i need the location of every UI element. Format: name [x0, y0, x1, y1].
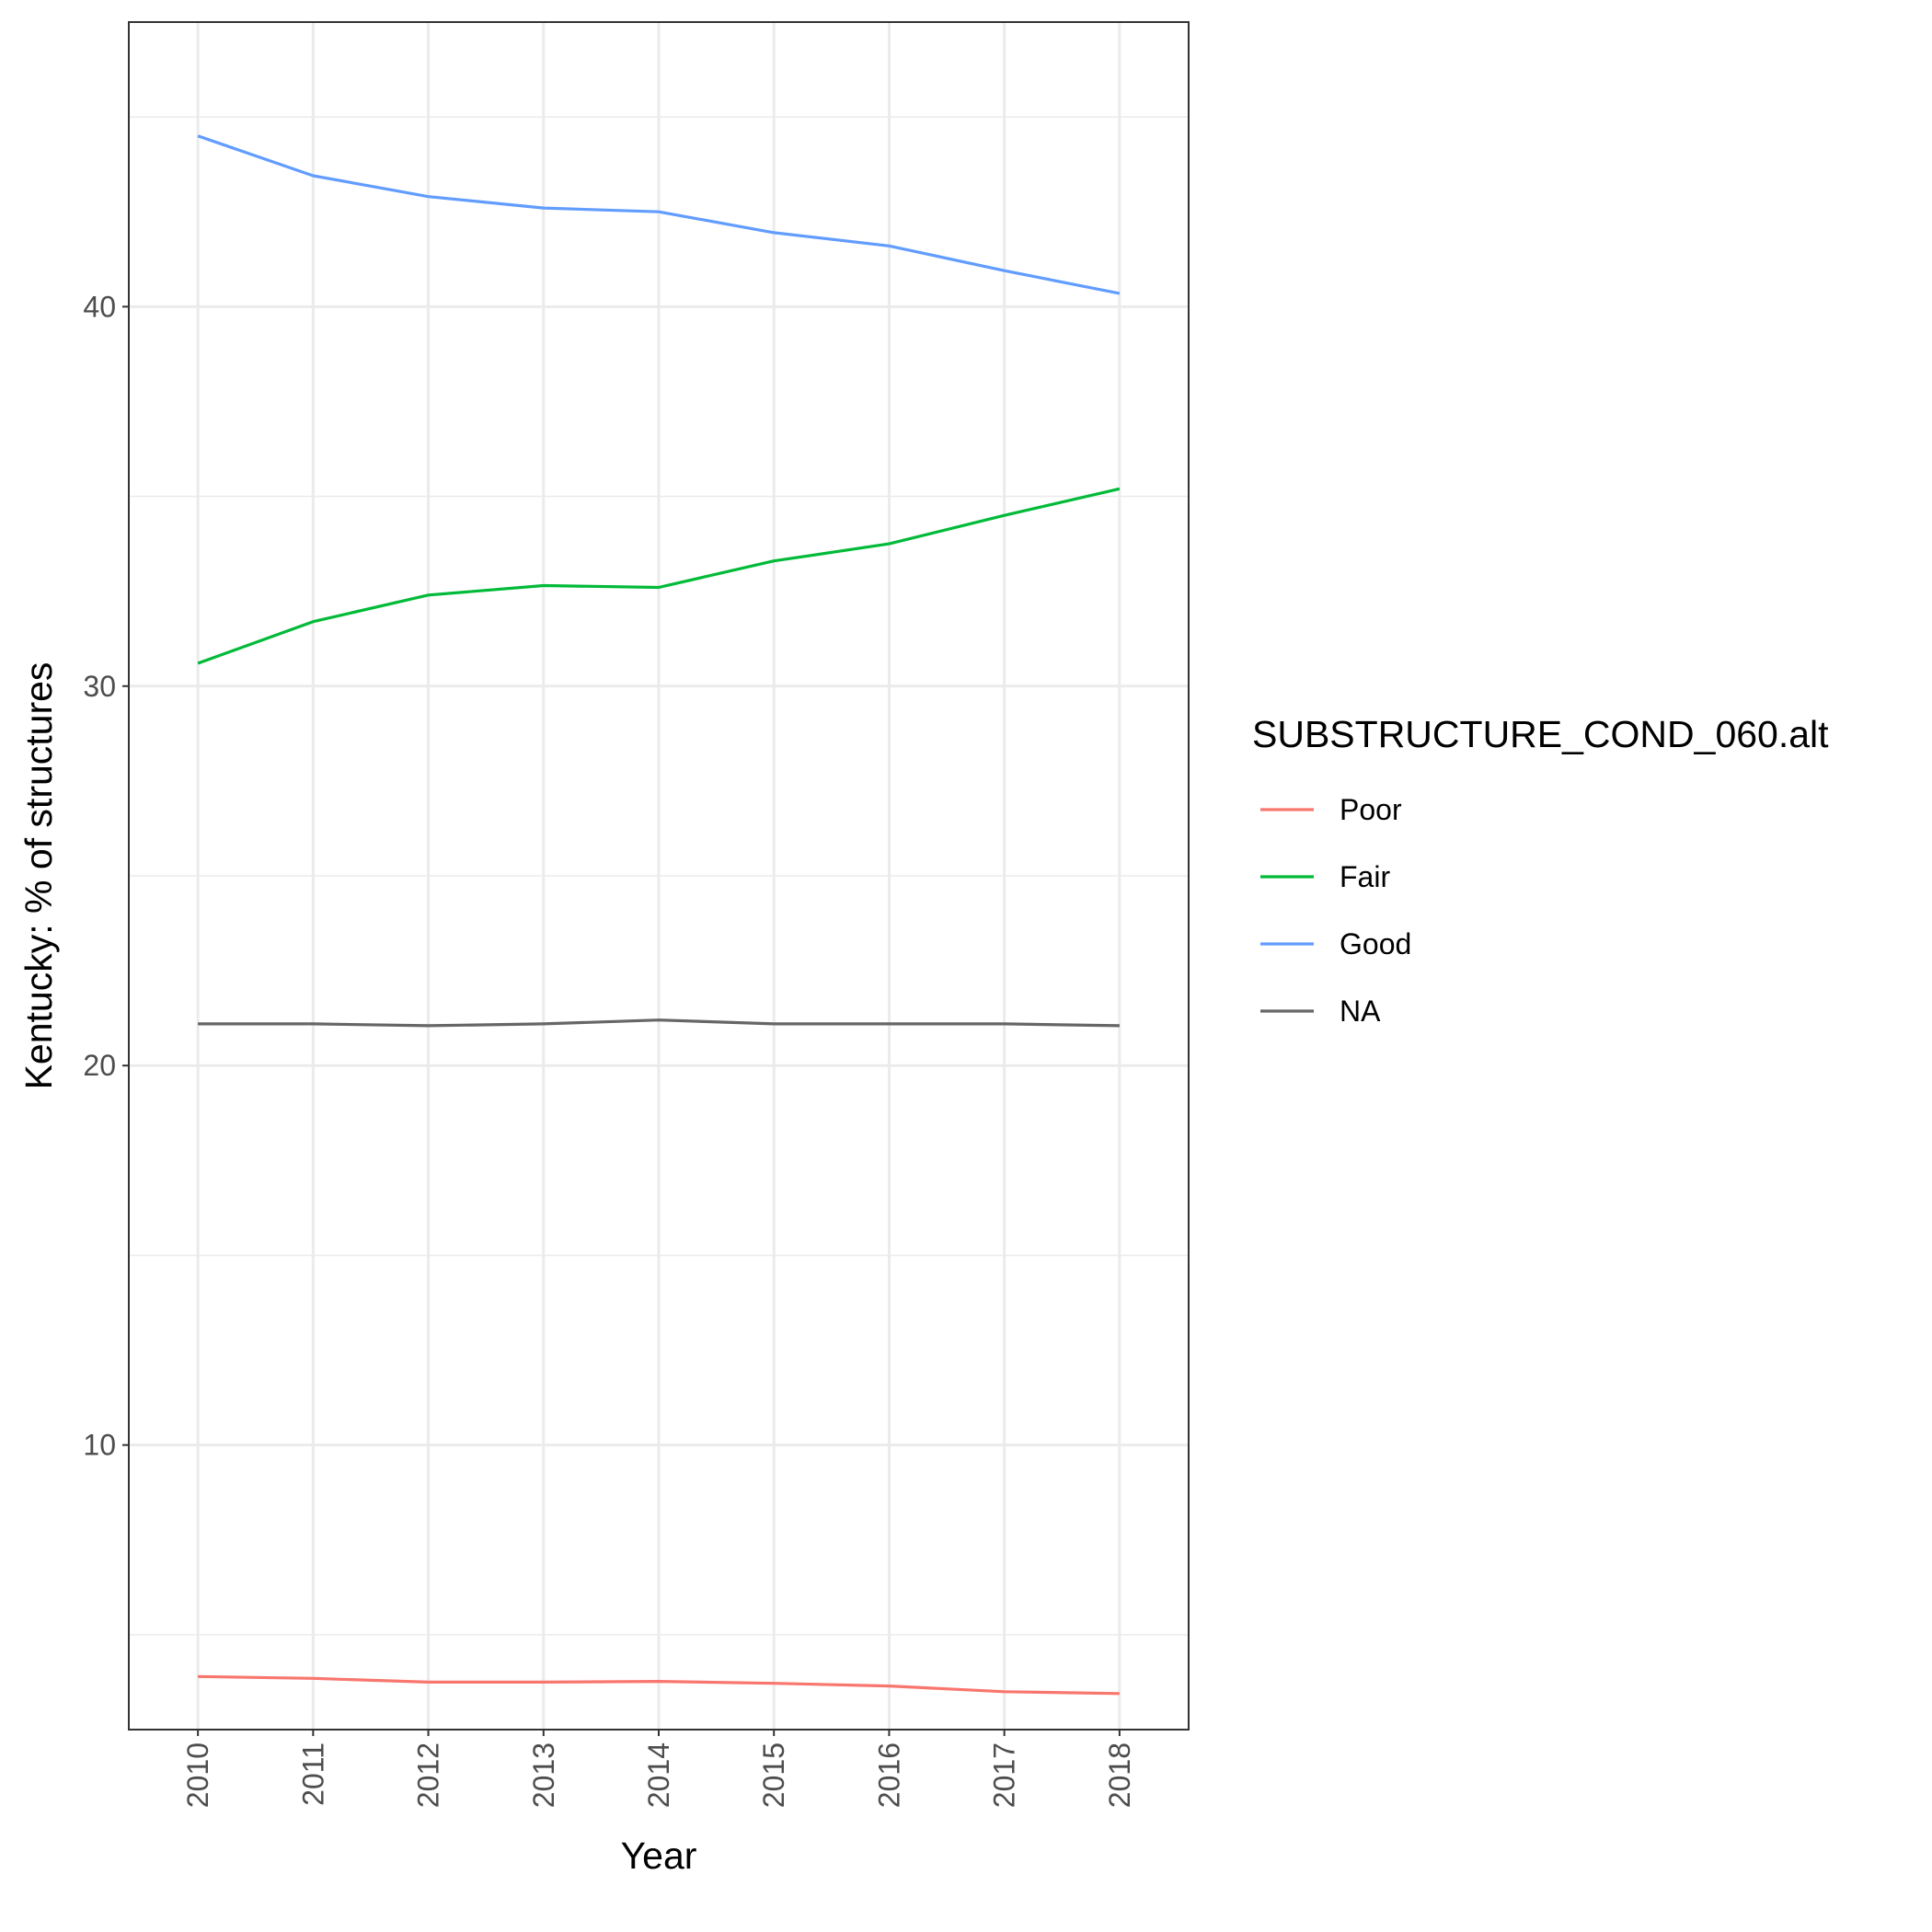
series-line-na	[198, 1018, 1120, 1028]
x-tick-label: 2018	[1103, 1742, 1136, 1808]
y-tick-label: 20	[83, 1049, 116, 1082]
x-tick-label: 2017	[988, 1742, 1021, 1808]
x-tick-label: 2010	[181, 1742, 214, 1808]
legend-label: Fair	[1340, 860, 1390, 893]
y-axis-title: Kentucky: % of structures	[17, 662, 60, 1090]
y-tick-label: 30	[83, 670, 116, 703]
series-line-good	[197, 134, 1121, 295]
series-lines	[197, 134, 1121, 1696]
x-tick-label: 2015	[757, 1742, 790, 1808]
series-line-fair	[197, 487, 1121, 665]
legend-title: SUBSTRUCTURE_COND_060.alt	[1252, 713, 1829, 755]
y-tick-label: 10	[83, 1429, 116, 1462]
y-axis: 10 20 30 40	[83, 290, 129, 1462]
x-tick-label: 2014	[642, 1742, 675, 1808]
legend-label: NA	[1340, 995, 1381, 1028]
x-tick-label: 2012	[412, 1742, 445, 1808]
legend-label: Good	[1340, 927, 1411, 960]
legend-label: Poor	[1340, 793, 1402, 826]
x-tick-label: 2016	[872, 1742, 905, 1808]
legend-keys: Poor Fair Good NA	[1260, 793, 1411, 1028]
x-axis-title: Year	[621, 1834, 697, 1877]
series-line-poor	[198, 1674, 1120, 1696]
y-tick-label: 40	[83, 290, 116, 323]
x-axis: 2010 2011 2012 2013 2014 2015 2016 2017 2018	[181, 1730, 1136, 1808]
major-gridlines	[129, 22, 1189, 1730]
legend: SUBSTRUCTURE_COND_060.alt Poor Fair Good NA	[1252, 713, 1829, 1028]
x-tick-label: 2011	[296, 1742, 329, 1806]
x-tick-label: 2013	[527, 1742, 560, 1808]
